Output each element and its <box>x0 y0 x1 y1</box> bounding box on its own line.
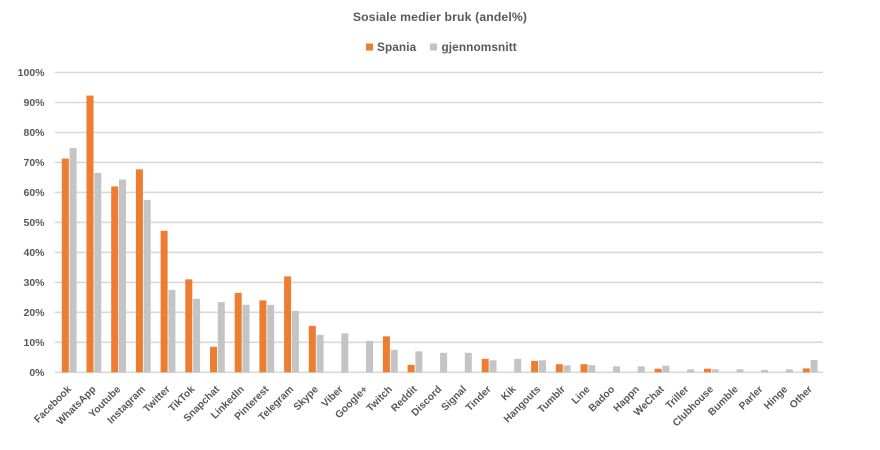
svg-text:Signal: Signal <box>440 384 470 414</box>
svg-text:Badoo: Badoo <box>587 384 617 414</box>
svg-text:30%: 30% <box>23 277 45 289</box>
svg-text:Tinder: Tinder <box>464 384 494 414</box>
svg-text:Twitter: Twitter <box>142 384 173 415</box>
svg-text:Other: Other <box>788 384 815 411</box>
svg-text:70%: 70% <box>23 157 45 169</box>
svg-text:Spania: Spania <box>377 40 417 54</box>
svg-text:Sosiale medier bruk (andel%): Sosiale medier bruk (andel%) <box>353 10 527 24</box>
svg-text:Parler: Parler <box>737 384 765 412</box>
svg-text:Tumblr: Tumblr <box>536 384 568 416</box>
svg-text:0%: 0% <box>29 367 45 379</box>
svg-text:90%: 90% <box>23 97 45 109</box>
svg-text:60%: 60% <box>23 187 45 199</box>
svg-text:Skype: Skype <box>292 384 321 413</box>
svg-text:gjennomsnitt: gjennomsnitt <box>442 40 517 54</box>
svg-text:20%: 20% <box>23 307 45 319</box>
svg-text:40%: 40% <box>23 247 45 259</box>
svg-text:80%: 80% <box>23 127 45 139</box>
svg-text:Kik: Kik <box>499 384 518 403</box>
svg-text:Hinge: Hinge <box>762 384 790 412</box>
svg-text:Twitch: Twitch <box>365 384 395 414</box>
svg-text:10%: 10% <box>23 337 45 349</box>
svg-text:100%: 100% <box>18 67 46 79</box>
svg-text:50%: 50% <box>23 217 45 229</box>
